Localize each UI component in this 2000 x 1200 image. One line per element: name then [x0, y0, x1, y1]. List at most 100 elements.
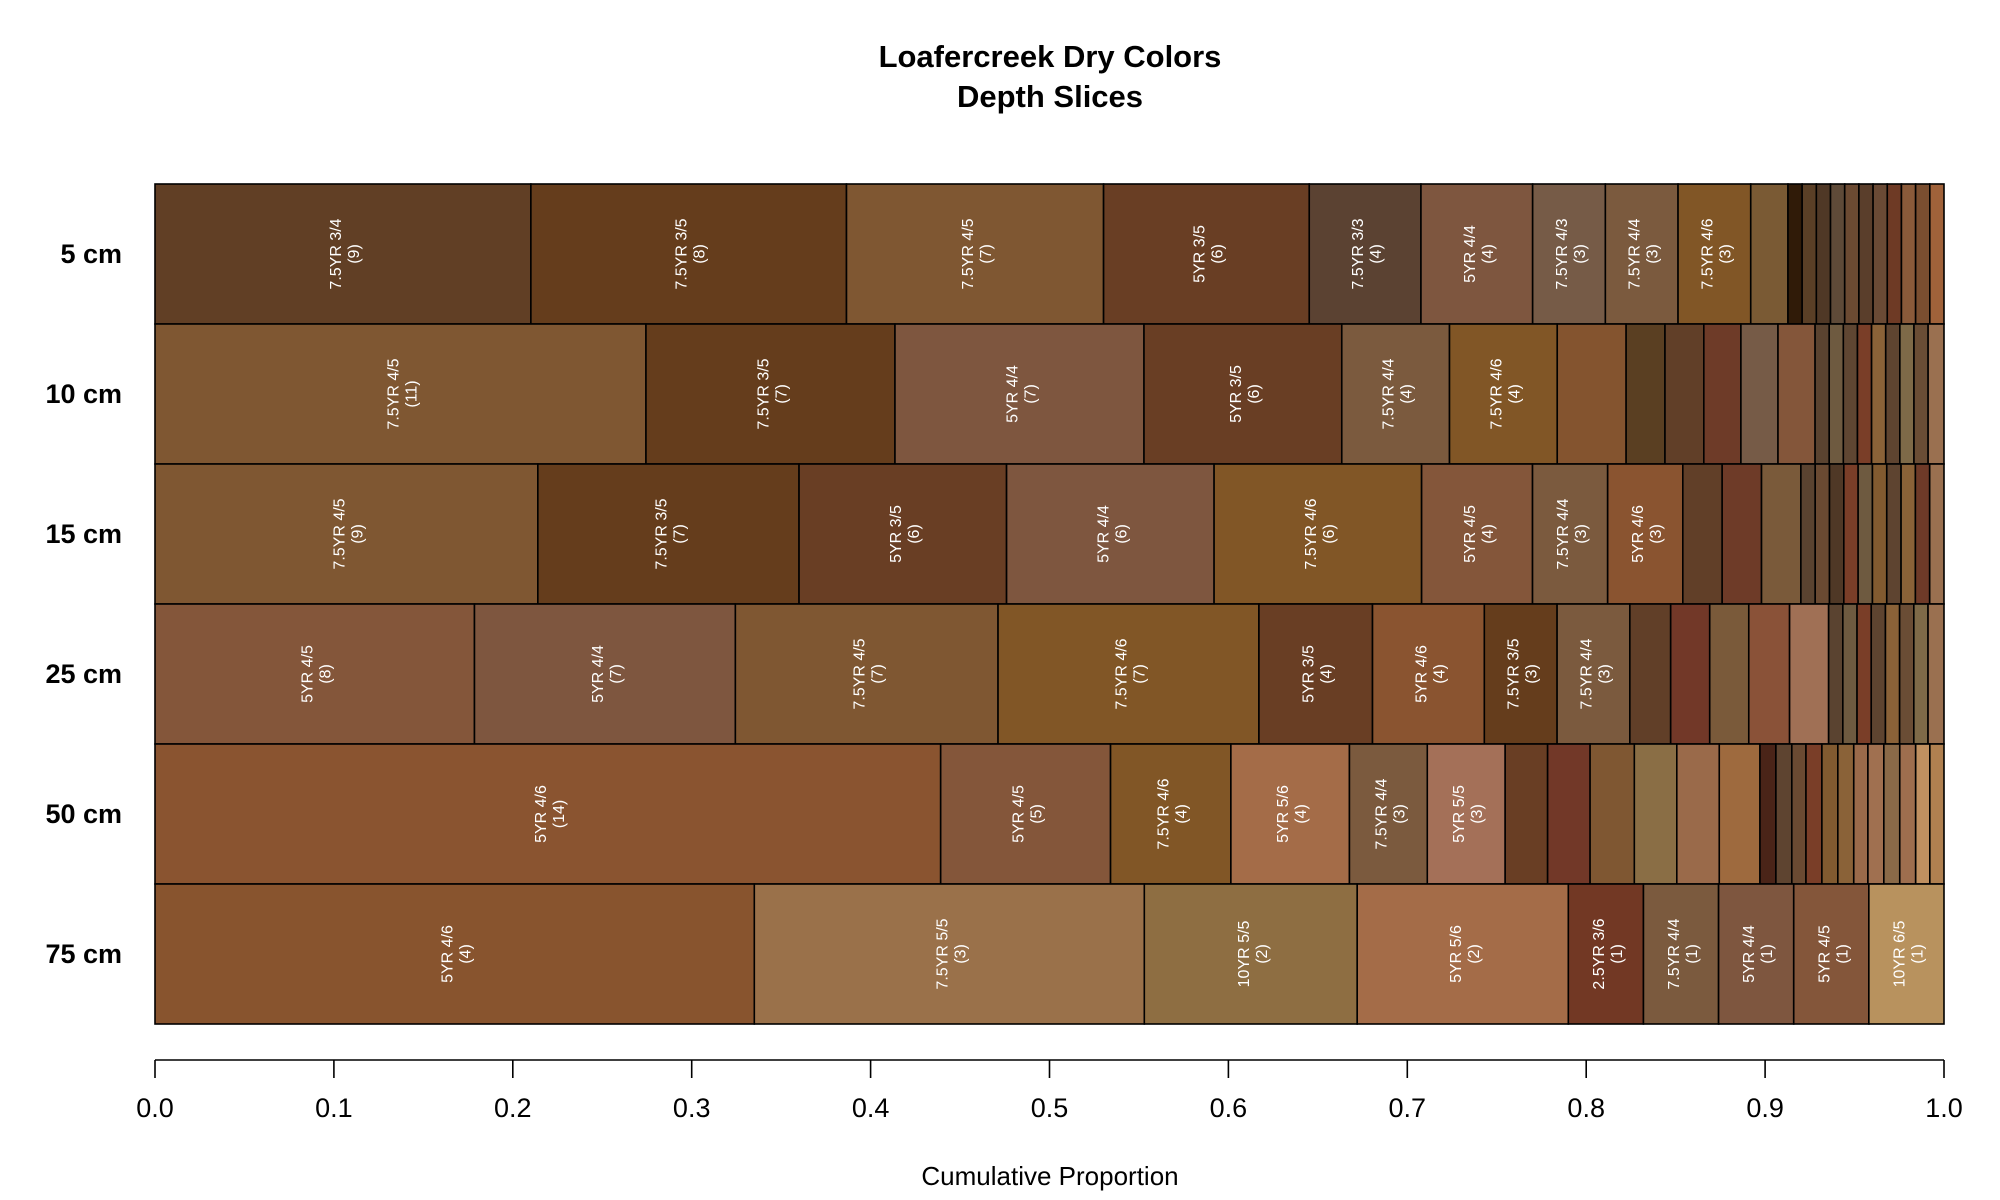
segment-color-name: 7.5YR 4/3: [1554, 218, 1571, 289]
bar-segment: [894, 323, 1145, 465]
segment-label: 7.5YR 4/6(3): [1699, 218, 1734, 289]
segment-color-name: 5YR 4/6: [440, 925, 457, 983]
segment-color-name: 7.5YR 4/6: [1113, 638, 1130, 709]
bar-segment: [1884, 603, 1901, 745]
bar-segment: [1258, 603, 1374, 745]
bar-segment: [1676, 743, 1721, 885]
bar-segment: [1868, 883, 1945, 1025]
segment-count: (3): [1596, 664, 1613, 684]
depth-row: 50 cm 5YR 4/6(14) 5YR 4/5(5) 7.5YR 4/6(4) 5Y…: [45, 743, 1945, 885]
segment-label: 7.5YR 4/4(3): [1627, 218, 1662, 289]
segment-label: 10YR 5/5(2): [1236, 921, 1271, 988]
bar-segment: [1914, 183, 1931, 325]
bar-segment: [1886, 183, 1903, 325]
bar-segment: [1760, 463, 1802, 605]
segment-label: 5YR 4/6(4): [1413, 645, 1448, 703]
row-label: 75 cm: [45, 939, 122, 969]
segment-count: (4): [458, 944, 475, 964]
segment-label: 5YR 4/5(4): [1462, 505, 1497, 563]
segment-label: 5YR 3/5(4): [1301, 645, 1336, 703]
segment-color-name: 7.5YR 3/3: [1350, 218, 1367, 289]
segment-color-name: 5YR 4/5: [300, 645, 317, 703]
segment-count: (7): [978, 244, 995, 264]
segment-label: 5YR 4/4(1): [1741, 925, 1776, 983]
segment-count: (3): [1524, 664, 1541, 684]
bar-segment: [1843, 463, 1859, 605]
bar-segment: [1791, 743, 1807, 885]
bar-segment: [1898, 603, 1915, 745]
bar-segment: [1625, 323, 1666, 465]
bar-segment: [154, 883, 756, 1025]
bar-segment: [1703, 323, 1742, 465]
segment-count: (1): [1759, 944, 1776, 964]
segment-label: 5YR 4/4(7): [1004, 365, 1039, 423]
segment-count: (4): [1293, 804, 1310, 824]
x-tick-label: 0.0: [136, 1093, 174, 1123]
bar-segment: [1842, 323, 1859, 465]
segment-label: 7.5YR 4/4(3): [1578, 638, 1613, 709]
bar-segment: [1814, 463, 1831, 605]
bar-segment: [939, 743, 1112, 885]
bar-segment: [1828, 463, 1845, 605]
segment-color-name: 7.5YR 4/5: [331, 498, 348, 569]
segment-label: 5YR 4/4(7): [590, 645, 625, 703]
segment-color-name: 7.5YR 4/6: [1156, 778, 1173, 849]
bar-segment: [1348, 743, 1429, 885]
segment-count: (11): [403, 380, 420, 407]
segment-count: (6): [1321, 524, 1338, 544]
segment-count: (4): [1480, 524, 1497, 544]
segment-count: (6): [1209, 244, 1226, 264]
segment-count: (6): [1246, 384, 1263, 404]
bar-segment: [1867, 743, 1885, 885]
bar-segment: [1858, 183, 1874, 325]
segment-count: (1): [1834, 944, 1851, 964]
bar-segment: [1856, 603, 1873, 745]
bar-segment: [1852, 743, 1869, 885]
segment-count: (9): [349, 524, 366, 544]
segment-color-name: 5YR 4/4: [1462, 225, 1479, 283]
bar-segment: [1664, 323, 1705, 465]
bar-segment: [1870, 323, 1887, 465]
segment-color-name: 5YR 4/6: [533, 785, 550, 843]
segment-label: 7.5YR 4/4(1): [1666, 918, 1701, 989]
segment-count: (5): [1029, 804, 1046, 824]
row-label: 50 cm: [45, 799, 122, 829]
segment-count: (7): [870, 664, 887, 684]
bar-segment: [1740, 323, 1779, 465]
segment-color-name: 7.5YR 4/5: [385, 358, 402, 429]
depth-row: 5 cm 7.5YR 3/4(9) 7.5YR 3/5(8) 7.5YR 4/5(7)…: [60, 183, 1945, 325]
bar-segment: [1682, 463, 1723, 605]
bar-segment: [1883, 743, 1901, 885]
bar-segment: [1567, 883, 1645, 1025]
segment-count: (3): [1648, 524, 1665, 544]
bar-segment: [645, 323, 896, 465]
segment-count: (4): [1506, 384, 1523, 404]
segment-count: (7): [1131, 664, 1148, 684]
row-label: 25 cm: [45, 659, 122, 689]
segment-label: 5YR 5/6(4): [1275, 785, 1310, 843]
bar-segment: [1843, 183, 1860, 325]
segment-color-name: 7.5YR 4/5: [960, 218, 977, 289]
segment-count: (3): [1717, 244, 1734, 264]
bar-segment: [1448, 323, 1559, 465]
segment-color-name: 5YR 4/5: [1816, 925, 1833, 983]
segment-count: (3): [1469, 804, 1486, 824]
depth-row: 75 cm 5YR 4/6(4) 7.5YR 5/5(3) 10YR 5/5(2) 5Y…: [45, 883, 1945, 1025]
bar-segment: [1420, 183, 1534, 325]
segment-label: 7.5YR 3/5(3): [1506, 638, 1541, 709]
depth-row: 15 cm 7.5YR 4/5(9) 7.5YR 3/5(7) 5YR 3/5(6) 5…: [45, 463, 1945, 605]
x-tick-label: 0.2: [494, 1093, 532, 1123]
bar-segment: [1871, 463, 1888, 605]
segment-color-name: 7.5YR 4/6: [1488, 358, 1505, 429]
segment-label: 7.5YR 4/6(6): [1303, 498, 1338, 569]
segment-label: 7.5YR 3/4(9): [328, 218, 363, 289]
segment-label: 7.5YR 3/3(4): [1350, 218, 1385, 289]
segment-label: 7.5YR 4/5(7): [960, 218, 995, 289]
bar-segment: [1604, 183, 1679, 325]
segment-color-name: 5YR 4/4: [590, 645, 607, 703]
segment-label: 5YR 5/6(2): [1448, 925, 1483, 983]
x-axis: 0.0 0.1 0.2 0.3 0.4 0.5 0.6 0.7 0.8 0.9 1.0: [136, 1059, 1963, 1123]
x-tick-label: 0.3: [673, 1093, 711, 1123]
segment-label: 5YR 3/5(6): [1191, 225, 1226, 283]
segment-label: 5YR 4/5(8): [300, 645, 335, 703]
